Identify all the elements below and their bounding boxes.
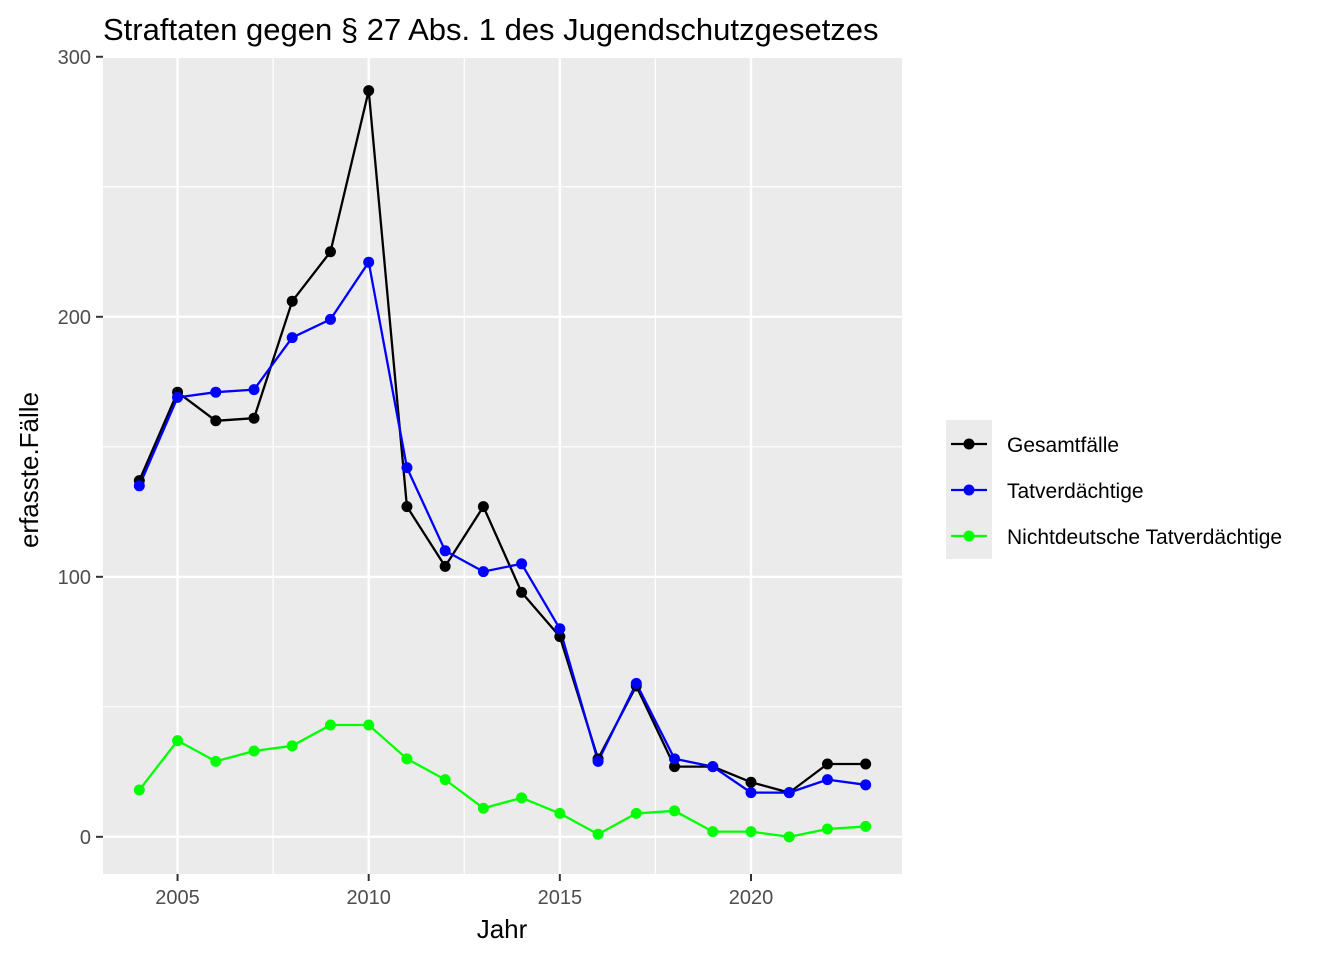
data-point [630, 677, 642, 689]
data-point [783, 831, 795, 843]
x-tick-label: 2005 [155, 887, 200, 909]
data-point [286, 332, 298, 344]
data-point [477, 566, 489, 578]
data-point [363, 256, 375, 268]
series-line [138, 89, 866, 794]
data-point [401, 753, 413, 765]
data-point [324, 719, 336, 731]
legend-label: Nichtdeutsche Tatverdächtige [1007, 526, 1282, 549]
data-point [477, 501, 489, 513]
data-point [133, 784, 145, 796]
data-point [516, 586, 528, 598]
data-point [669, 761, 681, 773]
series-layer [133, 85, 872, 843]
data-point [669, 805, 681, 817]
data-point [554, 807, 566, 819]
data-point [172, 735, 184, 747]
legend-key-point [963, 484, 975, 496]
legend-label: Gesamtfälle [1007, 434, 1119, 457]
x-axis-title: Jahr [477, 914, 528, 944]
plot-panel [103, 56, 902, 874]
data-point [248, 384, 260, 396]
data-point [172, 391, 184, 403]
data-point [248, 745, 260, 757]
legend-key-point [963, 438, 975, 450]
minor-gridlines [103, 56, 902, 874]
data-point [821, 758, 833, 770]
data-point [783, 787, 795, 799]
axes: 2005 2010 2015 2020 0 100 200 300 [58, 47, 774, 909]
major-gridlines [103, 55, 902, 874]
data-point [860, 820, 872, 832]
legend-items: Gesamtfälle Tatverdächtige Nichtdeutsche T… [951, 434, 1282, 549]
data-point [324, 246, 336, 258]
chart-title: Straftaten gegen § 27 Abs. 1 des Jugends… [103, 12, 879, 47]
data-point [363, 719, 375, 731]
data-point [210, 386, 222, 398]
data-point [821, 823, 833, 835]
data-point [669, 753, 681, 765]
data-point [439, 774, 451, 786]
data-point [860, 779, 872, 791]
data-point [554, 631, 566, 643]
data-point [516, 792, 528, 804]
data-point [210, 415, 222, 427]
legend-label: Tatverdächtige [1007, 480, 1144, 503]
legend-key-point [963, 530, 975, 542]
data-point [324, 313, 336, 325]
x-tick-label: 2020 [729, 887, 774, 909]
data-point [745, 826, 757, 838]
data-point [821, 774, 833, 786]
data-point [439, 560, 451, 572]
data-point [554, 623, 566, 635]
series-line [138, 723, 866, 838]
data-point [401, 462, 413, 474]
data-point [286, 740, 298, 752]
data-point [630, 807, 642, 819]
data-point [745, 776, 757, 788]
y-tick-label: 0 [80, 827, 91, 849]
data-point [860, 758, 872, 770]
data-point [592, 755, 604, 767]
y-tick-label: 300 [58, 47, 91, 69]
data-point [745, 787, 757, 799]
legend: Gesamtfälle Tatverdächtige Nichtdeutsche T… [946, 420, 1282, 559]
y-tick-label: 100 [58, 567, 91, 589]
data-point [439, 545, 451, 557]
data-point [707, 826, 719, 838]
data-point [248, 412, 260, 424]
data-point [592, 828, 604, 840]
data-point [133, 480, 145, 492]
data-point [286, 295, 298, 307]
y-tick-label: 200 [58, 307, 91, 329]
y-axis-title: erfasste.Fälle [14, 392, 44, 548]
x-tick-label: 2010 [346, 887, 391, 909]
data-point [210, 755, 222, 767]
data-point [477, 802, 489, 814]
data-point [363, 85, 375, 97]
x-tick-label: 2015 [538, 887, 583, 909]
series-line [138, 261, 866, 794]
data-point [707, 761, 719, 773]
data-point [516, 558, 528, 570]
data-point [401, 501, 413, 513]
